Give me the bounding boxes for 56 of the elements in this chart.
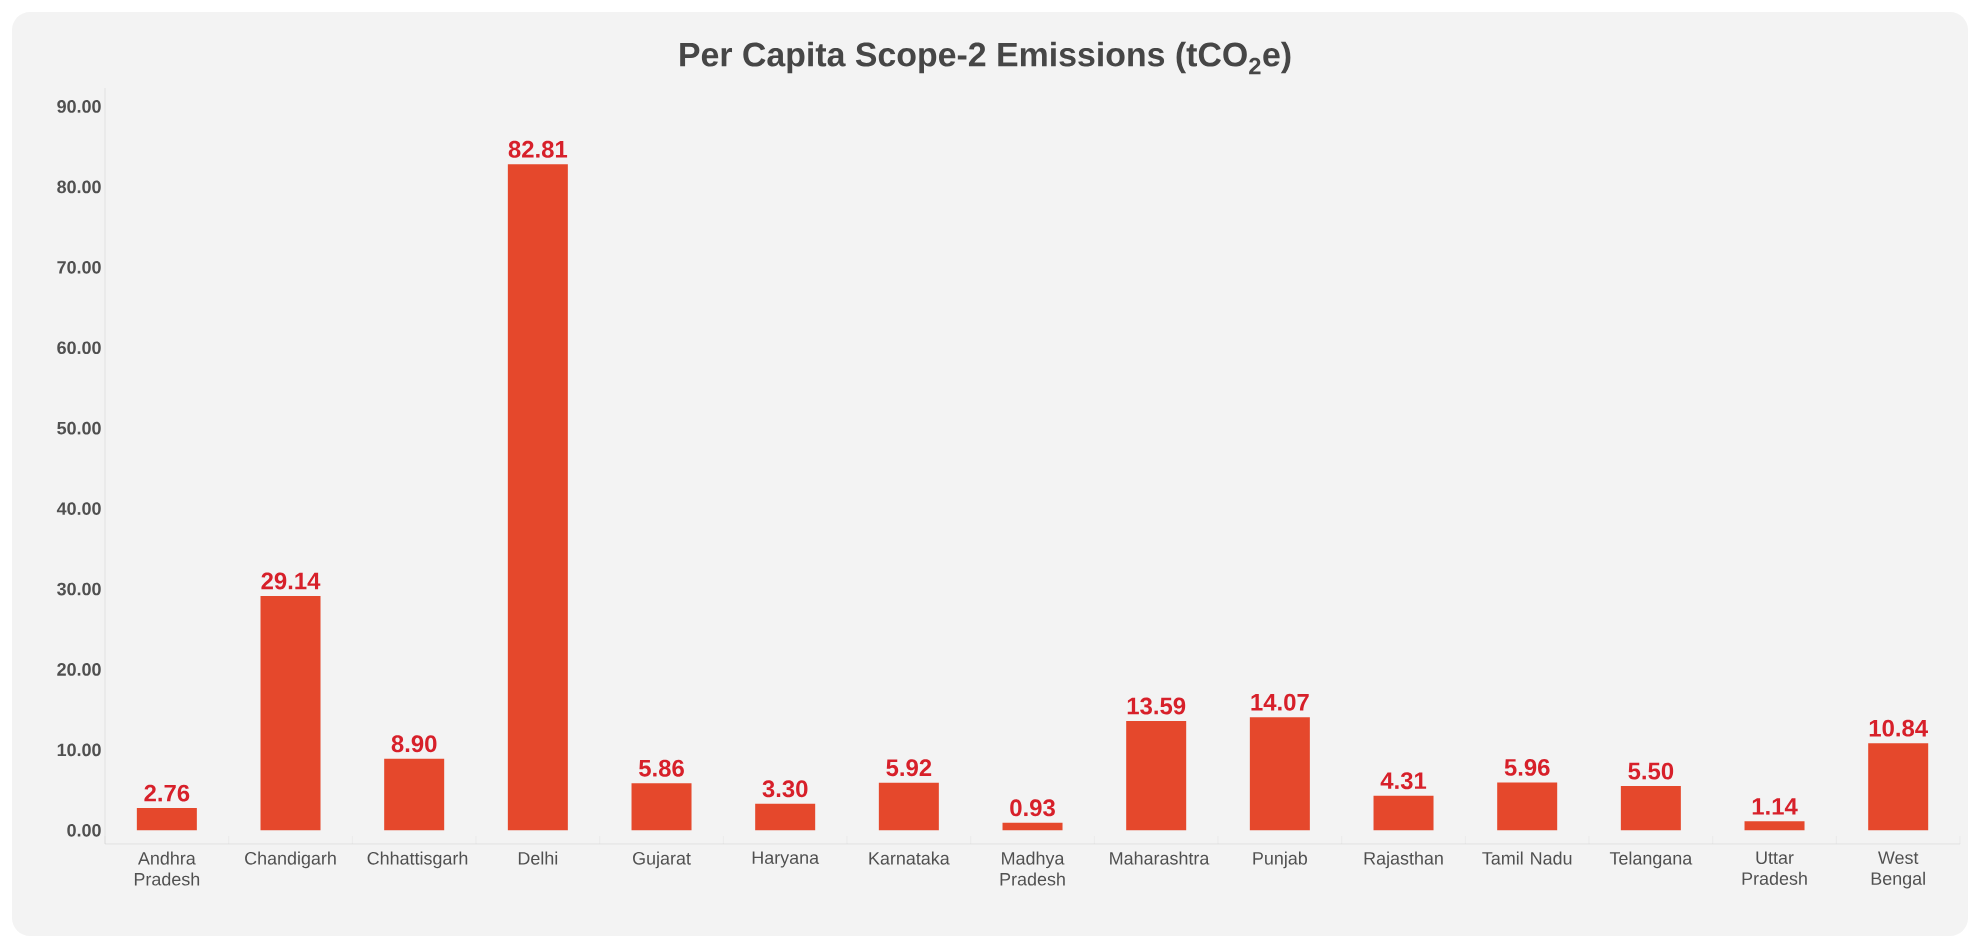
x-tick-label: Andhra Pradesh bbox=[134, 851, 200, 886]
bar bbox=[755, 803, 816, 831]
bar bbox=[507, 164, 568, 831]
bar bbox=[1620, 786, 1681, 831]
bar bbox=[1744, 821, 1805, 831]
x-tick-label: Haryana bbox=[752, 851, 820, 868]
data-label: 5.92 bbox=[886, 759, 932, 777]
data-label: 10.84 bbox=[1869, 719, 1928, 737]
data-label: 13.59 bbox=[1127, 697, 1186, 715]
x-tick-label: Gujarat bbox=[633, 851, 691, 869]
data-label: 2.76 bbox=[144, 784, 190, 802]
bar bbox=[631, 783, 692, 831]
bar bbox=[1373, 795, 1434, 831]
x-tick-label: Rajasthan bbox=[1364, 851, 1443, 869]
data-label: 5.86 bbox=[638, 759, 684, 777]
data-label: 29.14 bbox=[261, 572, 321, 590]
bar bbox=[136, 808, 197, 831]
y-tick-label: 60.00 bbox=[57, 341, 101, 355]
data-label: 3.30 bbox=[762, 780, 808, 798]
x-tick-label: Tamil Nadu bbox=[1482, 851, 1572, 865]
bar bbox=[384, 758, 445, 831]
data-label: 5.96 bbox=[1504, 758, 1550, 776]
y-tick-label: 10.00 bbox=[57, 743, 101, 757]
x-tick-label: Chandigarh bbox=[245, 851, 336, 869]
y-tick-label: 70.00 bbox=[57, 260, 101, 274]
x-tick-label: Karnataka bbox=[869, 851, 950, 865]
x-tick-label: West Bengal bbox=[1871, 851, 1925, 889]
y-tick-label: 20.00 bbox=[57, 663, 101, 676]
y-tick-label: 40.00 bbox=[56, 502, 101, 515]
y-tick-label: 50.00 bbox=[57, 421, 101, 435]
x-tick-label: Delhi bbox=[518, 851, 558, 865]
x-tick-label: Chhattisgarh bbox=[367, 851, 468, 869]
chart-title: Per Capita Scope-2 Emissions (tCO$_{2}$e) bbox=[680, 41, 1291, 75]
bar bbox=[1002, 822, 1063, 831]
y-tick-label: 30.00 bbox=[57, 582, 101, 596]
x-tick-label: Maharashtra bbox=[1110, 851, 1210, 865]
y-tick-label: 0.00 bbox=[67, 823, 101, 837]
x-tick-label: Punjab bbox=[1253, 851, 1308, 869]
bar bbox=[878, 782, 939, 831]
bar bbox=[1126, 721, 1187, 831]
data-label: 82.81 bbox=[508, 140, 568, 158]
data-label: 8.90 bbox=[391, 735, 437, 753]
x-tick-label: Telangana bbox=[1609, 851, 1693, 869]
data-label: 4.31 bbox=[1380, 772, 1427, 790]
y-tick-label: 90.00 bbox=[57, 100, 101, 113]
x-tick-label: Uttar Pradesh bbox=[1742, 851, 1807, 885]
data-label: 14.07 bbox=[1251, 693, 1309, 711]
data-label: 0.93 bbox=[1010, 799, 1055, 817]
y-tick-label: 80.00 bbox=[57, 180, 101, 194]
x-tick-label: Madhya Pradesh bbox=[1000, 851, 1065, 886]
bar bbox=[1249, 717, 1310, 831]
bar bbox=[260, 595, 321, 831]
data-label: 5.50 bbox=[1628, 762, 1674, 780]
bar bbox=[1497, 782, 1558, 831]
bar bbox=[1868, 743, 1929, 831]
data-label: 1.14 bbox=[1752, 798, 1798, 815]
